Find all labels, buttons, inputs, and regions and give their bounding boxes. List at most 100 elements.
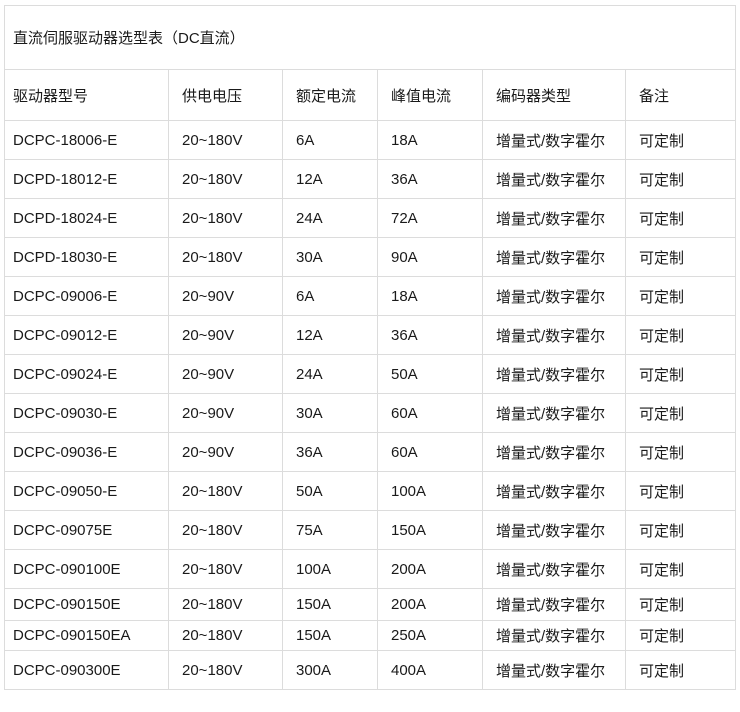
rated-current-cell: 24A [282, 354, 378, 394]
column-header-remarks: 备注 [624, 69, 737, 121]
peak-current-cell: 18A [377, 120, 483, 160]
encoder-type-cell: 增量式/数字霍尔 [482, 198, 626, 238]
remark-cell: 可定制 [624, 510, 737, 550]
encoder-type-cell: 增量式/数字霍尔 [482, 354, 626, 394]
remark-cell: 可定制 [624, 588, 737, 621]
table-row: DCPC-09075E 20~180V 75A 150A 增量式/数字霍尔 可定制 [4, 510, 737, 550]
voltage-cell: 20~180V [168, 120, 283, 160]
table-row: DCPC-09006-E 20~90V 6A 18A 增量式/数字霍尔 可定制 [4, 276, 737, 316]
column-header-rated-current: 额定电流 [282, 69, 378, 121]
peak-current-cell: 200A [377, 549, 483, 589]
encoder-type-cell: 增量式/数字霍尔 [482, 510, 626, 550]
rated-current-cell: 50A [282, 471, 378, 511]
model-cell: DCPC-09012-E [4, 315, 169, 355]
table-row: DCPC-090150E 20~180V 150A 200A 增量式/数字霍尔 可定制 [4, 588, 737, 621]
remark-cell: 可定制 [624, 120, 737, 160]
remark-cell: 可定制 [624, 159, 737, 199]
peak-current-cell: 72A [377, 198, 483, 238]
model-cell: DCPC-090150E [4, 588, 169, 621]
remark-cell: 可定制 [624, 198, 737, 238]
voltage-cell: 20~90V [168, 432, 283, 472]
rated-current-cell: 75A [282, 510, 378, 550]
model-cell: DCPC-09024-E [4, 354, 169, 394]
rated-current-cell: 150A [282, 588, 378, 621]
remark-cell: 可定制 [624, 237, 737, 277]
encoder-type-cell: 增量式/数字霍尔 [482, 276, 626, 316]
table-row: DCPD-18030-E 20~180V 30A 90A 增量式/数字霍尔 可定制 [4, 237, 737, 277]
table-row: DCPC-090150EA 20~180V 150A 250A 增量式/数字霍尔 可定制 [4, 620, 737, 651]
table-header-row: 驱动器型号 供电电压 额定电流 峰值电流 编码器类型 备注 [4, 69, 737, 121]
encoder-type-cell: 增量式/数字霍尔 [482, 237, 626, 277]
model-cell: DCPC-09050-E [4, 471, 169, 511]
remark-cell: 可定制 [624, 471, 737, 511]
model-cell: DCPC-09036-E [4, 432, 169, 472]
voltage-cell: 20~180V [168, 237, 283, 277]
rated-current-cell: 30A [282, 237, 378, 277]
model-cell: DCPC-09075E [4, 510, 169, 550]
encoder-type-cell: 增量式/数字霍尔 [482, 159, 626, 199]
rated-current-cell: 150A [282, 620, 378, 651]
encoder-type-cell: 增量式/数字霍尔 [482, 315, 626, 355]
column-header-driver-model: 驱动器型号 [4, 69, 169, 121]
column-header-peak-current: 峰值电流 [377, 69, 483, 121]
voltage-cell: 20~90V [168, 393, 283, 433]
remark-cell: 可定制 [624, 276, 737, 316]
model-cell: DCPC-09006-E [4, 276, 169, 316]
rated-current-cell: 6A [282, 120, 378, 160]
model-cell: DCPC-090300E [4, 650, 169, 690]
table-row: DCPC-09050-E 20~180V 50A 100A 增量式/数字霍尔 可定制 [4, 471, 737, 511]
rated-current-cell: 300A [282, 650, 378, 690]
rated-current-cell: 6A [282, 276, 378, 316]
voltage-cell: 20~180V [168, 549, 283, 589]
table-row: DCPC-09024-E 20~90V 24A 50A 增量式/数字霍尔 可定制 [4, 354, 737, 394]
table-row: DCPC-09012-E 20~90V 12A 36A 增量式/数字霍尔 可定制 [4, 315, 737, 355]
table-head: 直流伺服驱动器选型表（DC直流） 驱动器型号 供电电压 额定电流 峰值电流 编码器类型备… [3, 5, 737, 121]
model-cell: DCPD-18024-E [4, 198, 169, 238]
encoder-type-cell: 增量式/数字霍尔 [482, 549, 626, 589]
peak-current-cell: 36A [377, 315, 483, 355]
table-title-row: 直流伺服驱动器选型表（DC直流） [3, 5, 737, 70]
model-cell: DCPC-090150EA [4, 620, 169, 651]
voltage-cell: 20~180V [168, 198, 283, 238]
voltage-cell: 20~180V [168, 471, 283, 511]
encoder-type-cell: 增量式/数字霍尔 [482, 650, 626, 690]
rated-current-cell: 100A [282, 549, 378, 589]
voltage-cell: 20~90V [168, 276, 283, 316]
table-row: DCPD-18012-E 20~180V 12A 36A 增量式/数字霍尔 可定制 [4, 159, 737, 199]
remark-cell: 可定制 [624, 549, 737, 589]
peak-current-cell: 18A [377, 276, 483, 316]
encoder-type-cell: 增量式/数字霍尔 [482, 471, 626, 511]
table-row: DCPC-090300E 20~180V 300A 400A 增量式/数字霍尔 可定制 [4, 650, 737, 690]
remark-cell: 可定制 [624, 393, 737, 433]
column-header-supply-voltage: 供电电压 [168, 69, 283, 121]
table-row: DCPC-18006-E 20~180V 6A 18A 增量式/数字霍尔 可定制 [4, 120, 737, 160]
voltage-cell: 20~90V [168, 354, 283, 394]
peak-current-cell: 50A [377, 354, 483, 394]
voltage-cell: 20~180V [168, 588, 283, 621]
remark-cell: 可定制 [624, 315, 737, 355]
encoder-type-cell: 增量式/数字霍尔 [482, 620, 626, 651]
remark-cell: 可定制 [624, 354, 737, 394]
rated-current-cell: 12A [282, 159, 378, 199]
remark-cell: 可定制 [624, 432, 737, 472]
peak-current-cell: 400A [377, 650, 483, 690]
voltage-cell: 20~180V [168, 650, 283, 690]
dc-servo-driver-selection-table: 直流伺服驱动器选型表（DC直流） 驱动器型号 供电电压 额定电流 峰值电流 编码器类型备… [3, 5, 737, 690]
encoder-type-cell: 增量式/数字霍尔 [482, 588, 626, 621]
voltage-cell: 20~180V [168, 510, 283, 550]
peak-current-cell: 100A [377, 471, 483, 511]
rated-current-cell: 24A [282, 198, 378, 238]
encoder-type-cell: 增量式/数字霍尔 [482, 120, 626, 160]
table-row: DCPC-090100E 20~180V 100A 200A 增量式/数字霍尔 可定制 [4, 549, 737, 589]
table-title: 直流伺服驱动器选型表（DC直流） [3, 5, 737, 70]
peak-current-cell: 250A [377, 620, 483, 651]
remark-cell: 可定制 [624, 620, 737, 651]
peak-current-cell: 36A [377, 159, 483, 199]
peak-current-cell: 60A [377, 393, 483, 433]
peak-current-cell: 90A [377, 237, 483, 277]
peak-current-cell: 200A [377, 588, 483, 621]
voltage-cell: 20~180V [168, 620, 283, 651]
model-cell: DCPC-09030-E [4, 393, 169, 433]
peak-current-cell: 150A [377, 510, 483, 550]
